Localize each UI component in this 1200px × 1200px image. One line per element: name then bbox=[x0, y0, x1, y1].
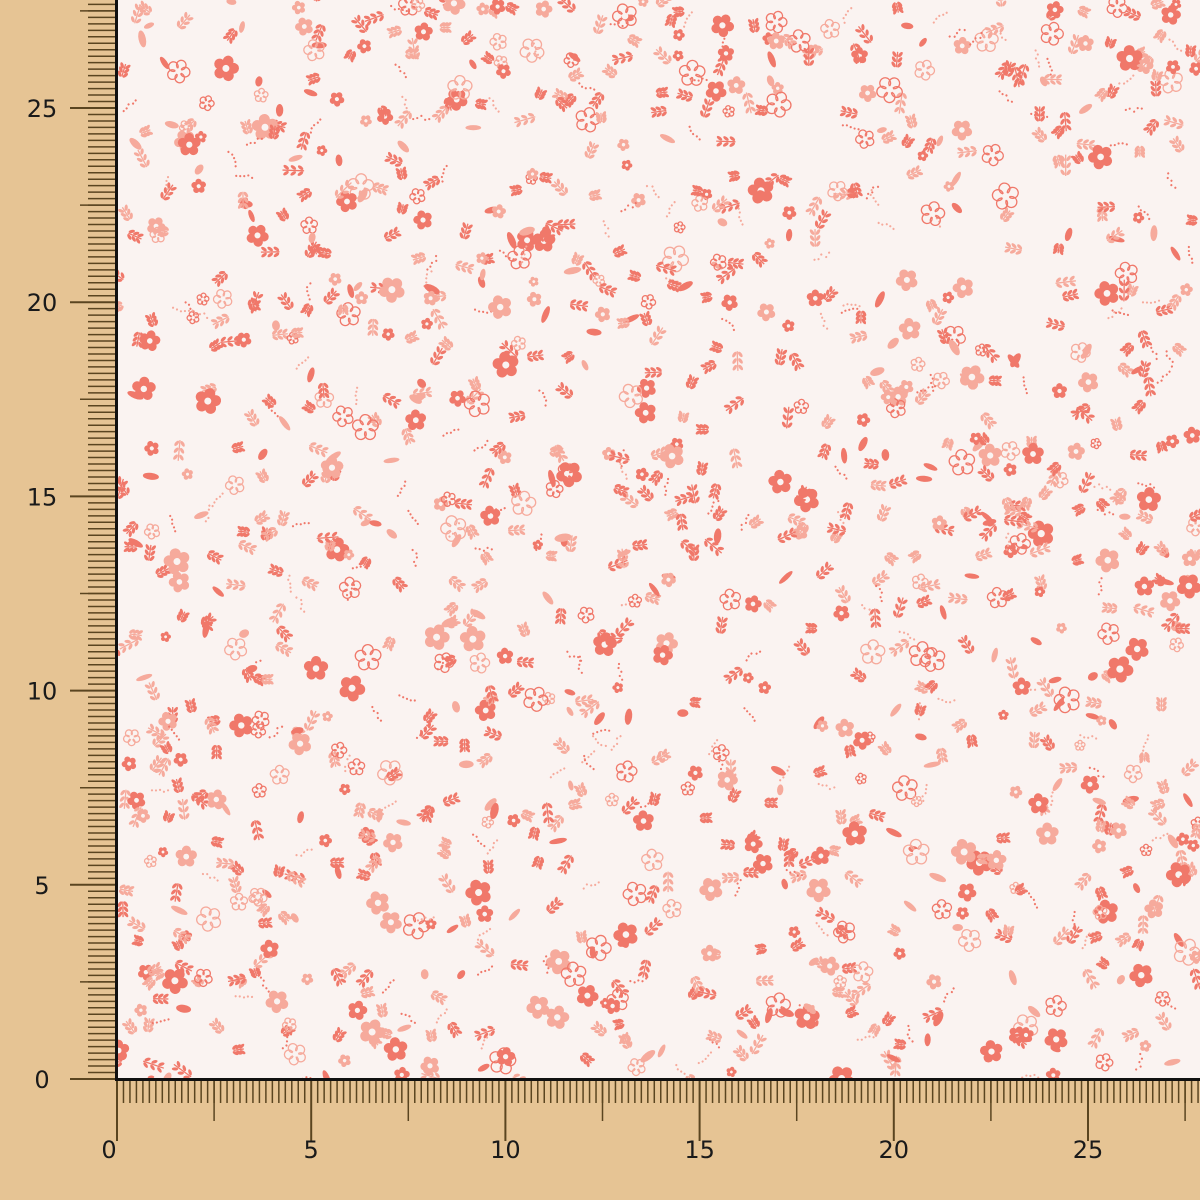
y-axis-label: 25 bbox=[27, 95, 58, 123]
y-axis-label: 15 bbox=[27, 483, 58, 511]
floral-pattern bbox=[117, 0, 1200, 1079]
y-axis-label: 10 bbox=[27, 678, 58, 706]
y-axis-label: 5 bbox=[34, 872, 49, 900]
x-axis-label: 20 bbox=[879, 1136, 910, 1164]
fabric-left-edge bbox=[115, 0, 118, 1081]
y-axis-label: 20 bbox=[27, 289, 58, 317]
x-axis-label: 25 bbox=[1073, 1136, 1104, 1164]
y-axis-label: 0 bbox=[34, 1066, 49, 1094]
fabric-swatch bbox=[117, 0, 1200, 1079]
x-axis-label: 10 bbox=[490, 1136, 521, 1164]
x-axis-label: 15 bbox=[684, 1136, 715, 1164]
x-axis-label: 0 bbox=[101, 1136, 116, 1164]
x-axis-label: 5 bbox=[304, 1136, 319, 1164]
fabric-bottom-edge bbox=[115, 1078, 1200, 1081]
